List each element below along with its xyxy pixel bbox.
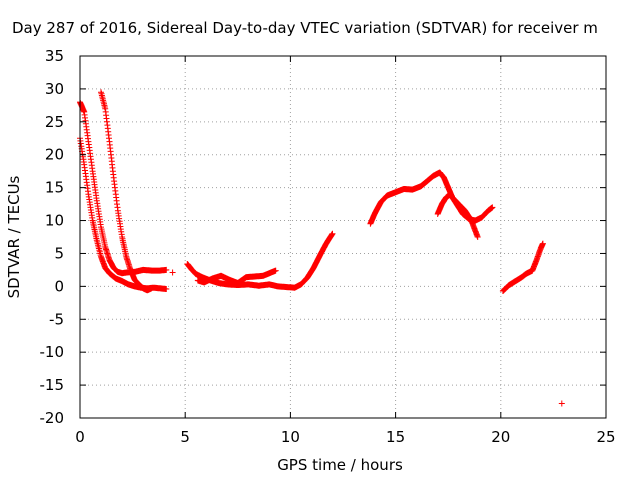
y-tick-label: 15 [45,179,64,197]
x-tick-label: 20 [491,428,510,446]
data-segment [558,400,565,407]
y-tick-label: 25 [45,113,64,131]
y-tick-label: 0 [54,277,64,295]
x-tick-label: 5 [180,428,190,446]
x-tick-labels: 0 5 10 15 20 25 [75,428,615,446]
x-tick-label: 0 [75,428,85,446]
x-tick-label: 10 [281,428,300,446]
y-tick-label: -20 [40,409,65,427]
data-segment [194,267,279,287]
y-tick-label: 5 [54,244,64,262]
y-axis-label: SDTVAR / TECUs [5,175,23,298]
data-points [77,89,565,407]
data-point-markers [499,240,546,294]
data-segment [169,269,176,276]
y-tick-label: -10 [40,343,65,361]
y-tick-label: -15 [40,376,65,394]
x-tick-label: 25 [596,428,615,446]
plot-frame [79,55,607,419]
x-axis-label: GPS time / hours [277,456,403,474]
y-tick-label: 10 [45,212,64,230]
y-tick-labels: -20 -15 -10 -5 0 5 10 15 20 25 30 35 [40,47,65,427]
data-point-markers [558,400,565,407]
data-segment [434,191,496,224]
chart-title: Day 287 of 2016, Sidereal Day-to-day VTE… [12,19,598,37]
data-point-markers [98,89,155,294]
y-tick-label: 35 [45,47,64,65]
data-segment [98,89,155,294]
data-point-markers [169,269,176,276]
grid [80,56,606,418]
ticks [79,55,607,419]
data-point-markers [434,191,496,224]
y-tick-label: 30 [45,80,64,98]
y-tick-label: 20 [45,146,64,164]
y-tick-label: -5 [49,310,64,328]
x-tick-label: 15 [386,428,405,446]
data-point-markers [194,267,279,287]
data-segment [499,240,546,294]
